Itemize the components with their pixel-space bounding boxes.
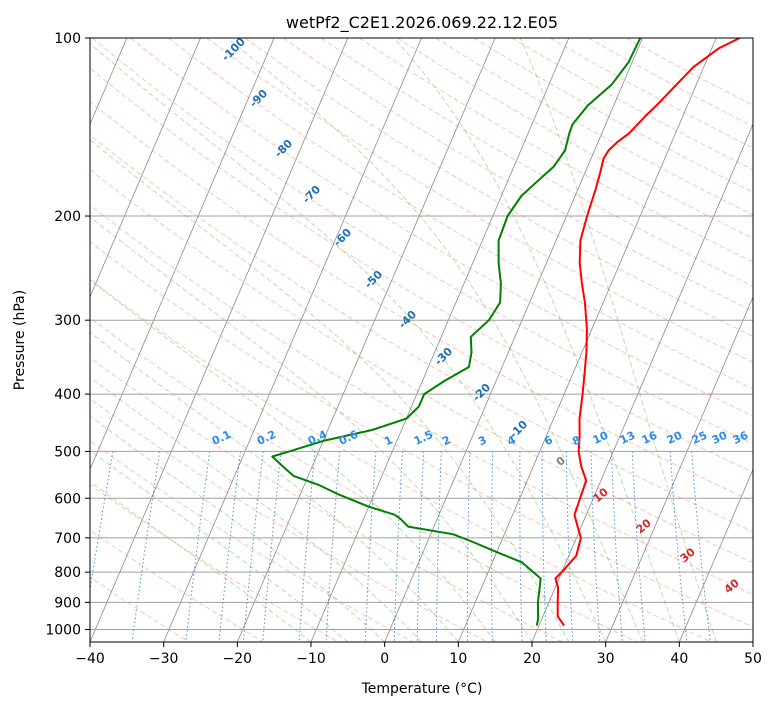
y-tick-label: 300 — [54, 313, 81, 329]
x-tick-label: −20 — [223, 651, 253, 667]
chart-title: wetPf2_C2E1.2026.069.22.12.E05 — [286, 13, 558, 33]
y-axis-label: Pressure (hPa) — [12, 290, 28, 390]
y-tick-label: 500 — [54, 444, 81, 460]
x-tick-label: −40 — [75, 651, 105, 667]
y-tick-label: 700 — [54, 531, 81, 547]
y-tick-label: 600 — [54, 491, 81, 507]
x-tick-label: 10 — [449, 651, 467, 667]
y-tick-label: 100 — [54, 31, 81, 47]
x-tick-label: −30 — [149, 651, 179, 667]
x-tick-label: 20 — [523, 651, 541, 667]
y-tick-label: 1000 — [45, 622, 81, 638]
x-axis-label: Temperature (°C) — [361, 681, 483, 697]
y-tick-label: 800 — [54, 565, 81, 581]
x-tick-label: −10 — [296, 651, 326, 667]
y-tick-label: 200 — [54, 209, 81, 225]
y-tick-label: 900 — [54, 595, 81, 611]
x-tick-label: 50 — [744, 651, 762, 667]
y-tick-label: 400 — [54, 387, 81, 403]
x-tick-label: 40 — [670, 651, 688, 667]
x-tick-label: 0 — [380, 651, 389, 667]
x-tick-label: 30 — [597, 651, 615, 667]
